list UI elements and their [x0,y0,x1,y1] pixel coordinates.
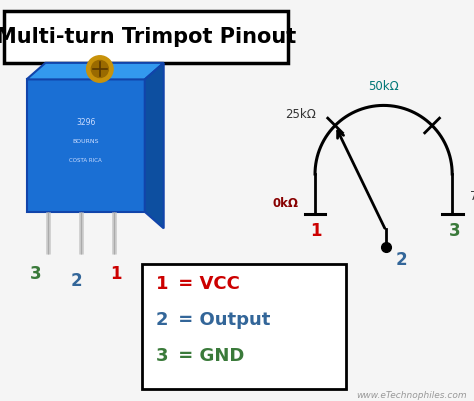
Text: 75kΩ: 75kΩ [470,189,474,202]
Text: Multi-turn Trimpot Pinout: Multi-turn Trimpot Pinout [0,27,296,47]
Text: 1: 1 [155,274,168,292]
Text: 50kΩ: 50kΩ [368,80,399,93]
Text: 3: 3 [449,222,460,240]
Circle shape [91,61,109,78]
Text: = GND: = GND [172,346,244,364]
Text: 3296: 3296 [76,118,95,127]
Text: = VCC: = VCC [172,274,240,292]
Polygon shape [145,64,164,229]
FancyBboxPatch shape [4,12,288,64]
Circle shape [87,57,113,83]
Text: 0kΩ: 0kΩ [273,196,299,209]
Text: 3: 3 [155,346,168,364]
Text: 3: 3 [30,264,42,282]
FancyBboxPatch shape [27,80,145,212]
Text: = Output: = Output [172,310,270,328]
Text: 1: 1 [110,264,122,282]
Text: BOURNS: BOURNS [73,139,99,144]
Text: www.eTechnophiles.com: www.eTechnophiles.com [356,390,466,399]
Text: 25kΩ: 25kΩ [285,108,316,121]
Text: 2: 2 [70,271,82,289]
Text: 2: 2 [395,250,407,268]
Text: 2: 2 [155,310,168,328]
FancyBboxPatch shape [142,264,346,389]
Text: 1: 1 [310,222,322,240]
Polygon shape [27,64,164,80]
Text: COSTA RICA: COSTA RICA [69,158,102,163]
